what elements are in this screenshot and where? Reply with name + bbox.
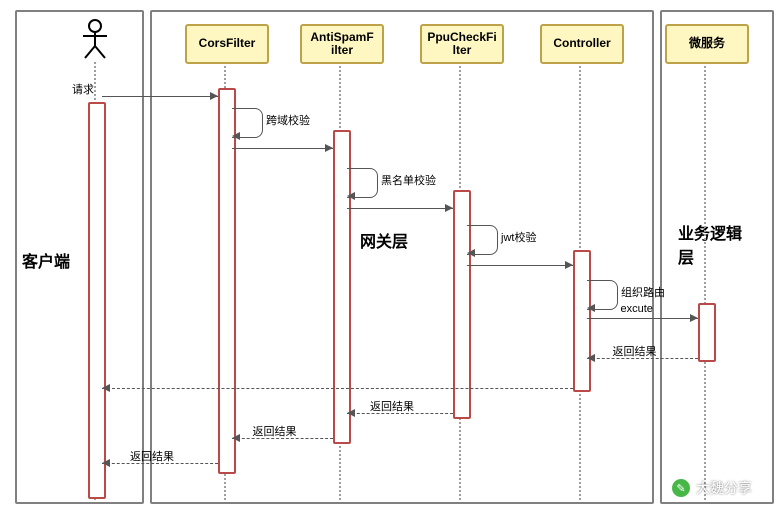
watermark: ✎ 大魏分享 [672, 478, 752, 498]
activation-client-0 [88, 102, 106, 499]
msg-0-head [210, 92, 218, 100]
participant-antispam: AntiSpamF ilter [300, 24, 384, 64]
msg-12-label: 返回结果 [253, 423, 297, 439]
activation-microsvc-5 [698, 303, 716, 362]
msg-4 [347, 208, 453, 209]
msg-8-head [690, 314, 698, 322]
msg-9-head [587, 354, 595, 362]
region-label-biz_region: 业务逻辑 层 [678, 220, 742, 268]
participant-microsvc: 微服务 [665, 24, 749, 64]
msg-12-head [232, 434, 240, 442]
msg-0 [102, 96, 218, 97]
msg-self-7-label: 组织路由 [621, 284, 665, 300]
msg-2-head [325, 144, 333, 152]
actor-icon [77, 18, 113, 60]
msg-self-5-head [467, 249, 475, 257]
lifeline-microsvc [704, 62, 706, 500]
msg-8-label: excute [621, 303, 653, 315]
participant-ppu: PpuCheckFi lter [420, 24, 504, 64]
watermark-logo-icon: ✎ [672, 479, 690, 497]
participant-cors: CorsFilter [185, 24, 269, 64]
msg-self-1-head [232, 132, 240, 140]
msg-9-label: 返回结果 [613, 343, 657, 359]
msg-13-label: 返回结果 [130, 448, 174, 464]
msg-self-7-head [587, 304, 595, 312]
region-label-gateway_region: 网关层 [360, 228, 408, 252]
msg-6 [467, 265, 573, 266]
msg-self-3-label: 黑名单校验 [381, 172, 436, 188]
msg-8 [587, 318, 698, 319]
msg-0-label: 请求 [72, 81, 94, 97]
msg-self-3-head [347, 192, 355, 200]
region-label-client_region: 客户端 [22, 248, 70, 272]
msg-6-head [565, 261, 573, 269]
participant-controller: Controller [540, 24, 624, 64]
activation-cors-1 [218, 88, 236, 474]
watermark-text: 大魏分享 [696, 478, 752, 498]
msg-11-label: 返回结果 [370, 398, 414, 414]
msg-10 [102, 388, 573, 389]
msg-11-head [347, 409, 355, 417]
msg-4-head [445, 204, 453, 212]
msg-13-head [102, 459, 110, 467]
activation-controller-4 [573, 250, 591, 392]
msg-self-1-label: 跨域校验 [266, 112, 310, 128]
msg-self-5-label: jwt校验 [501, 229, 536, 245]
msg-2 [232, 148, 333, 149]
msg-10-head [102, 384, 110, 392]
